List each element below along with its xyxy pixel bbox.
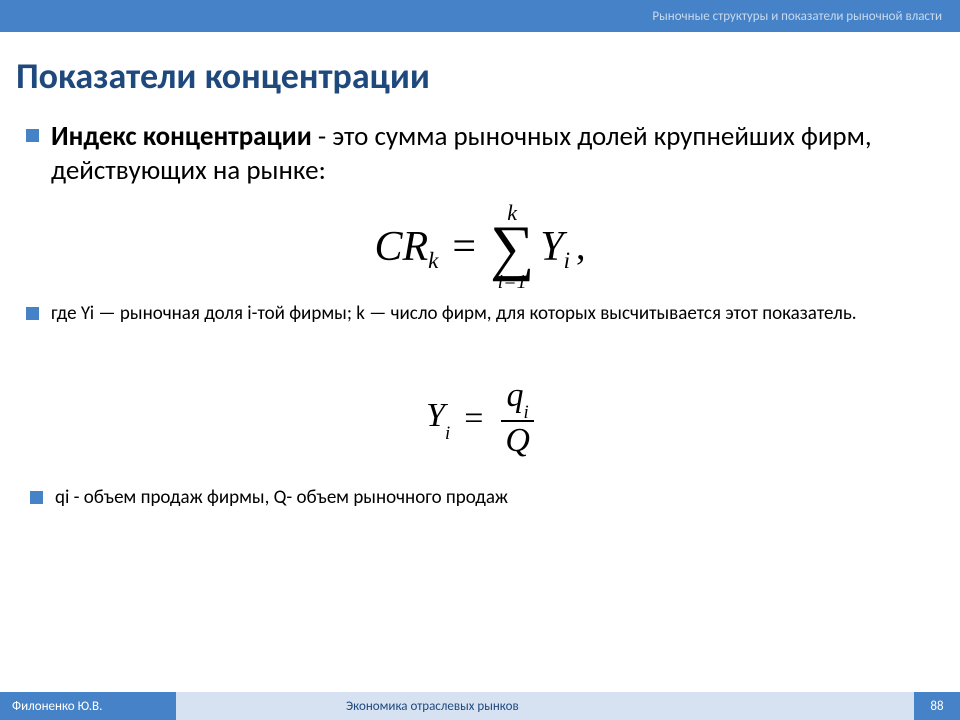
fraction: qi Q xyxy=(501,379,534,459)
breadcrumb: Рыночные структуры и показатели рыночной… xyxy=(138,9,960,24)
bullet-marker xyxy=(26,307,39,320)
footer-author: Филоненко Ю.В. xyxy=(0,692,176,720)
page-title: Показатели концентрации xyxy=(0,32,960,120)
formula-yi-sub: i xyxy=(445,423,450,444)
frac-num-sub: i xyxy=(524,402,529,423)
formula-y-var: Y xyxy=(540,223,563,271)
footer-bar: Филоненко Ю.В. Экономика отраслевых рынк… xyxy=(0,692,960,720)
term-bold: Индекс концентрации xyxy=(51,120,312,153)
bullet-definition: Индекс концентрации - это сумма рыночных… xyxy=(26,120,934,188)
formula-yi: Yi = qi Q xyxy=(26,359,934,477)
sigma-lower: i=1 xyxy=(498,272,527,292)
formula-cr-sub: k xyxy=(428,247,438,274)
qi-text: qi - объем продаж фирмы, Q- объем рыночн… xyxy=(55,486,508,511)
header-accent-block xyxy=(0,0,138,32)
formula-cr: CRk = k ∑ i=1 Yi , xyxy=(26,202,934,293)
equals-sign: = xyxy=(452,223,476,271)
header-bar: Рыночные структуры и показатели рыночной… xyxy=(0,0,960,32)
footer-course: Экономика отраслевых рынков xyxy=(176,692,914,720)
formula-comma: , xyxy=(576,225,586,269)
formula-y-sub: i xyxy=(564,247,570,274)
equals-sign: = xyxy=(464,400,483,438)
slide-content: Индекс концентрации - это сумма рыночных… xyxy=(0,120,960,511)
sigma-symbol: ∑ xyxy=(490,222,534,275)
bullet-marker xyxy=(30,491,43,504)
bullet-marker xyxy=(26,129,39,142)
formula-yi-var: Y xyxy=(426,397,445,434)
footer-page-number: 88 xyxy=(914,692,960,720)
where-text: где Yi — рыночная доля i-той фирмы; k — … xyxy=(51,302,857,327)
bullet-text: Индекс концентрации - это сумма рыночных… xyxy=(51,120,934,188)
sigma-block: k ∑ i=1 xyxy=(490,202,534,293)
bullet-qi: qi - объем продаж фирмы, Q- объем рыночн… xyxy=(30,486,934,511)
formula-cr-var: CR xyxy=(374,223,428,271)
frac-num-var: q xyxy=(507,377,524,414)
bullet-where: где Yi — рыночная доля i-той фирмы; k — … xyxy=(26,302,934,327)
frac-den: Q xyxy=(501,422,534,458)
